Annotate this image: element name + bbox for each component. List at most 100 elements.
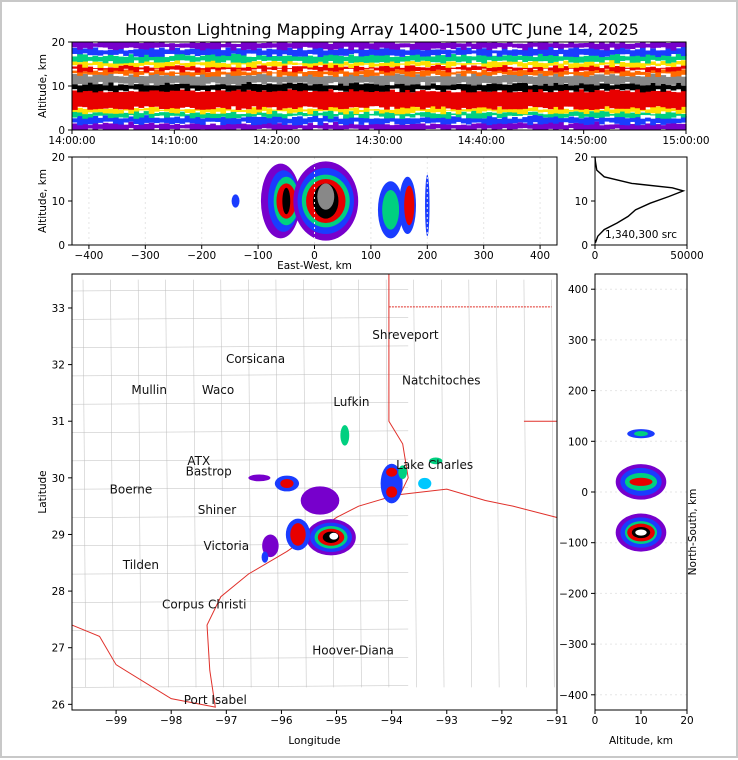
alt-time-cell: [164, 75, 170, 83]
alt-time-cell: [292, 113, 298, 116]
map-density-cell: [386, 486, 398, 498]
alt-time-cell: [220, 76, 227, 85]
alt-time-cell: [343, 42, 349, 47]
alt-time-cell: [133, 84, 140, 90]
alt-time-cell: [445, 115, 452, 125]
alt-time-cell: [399, 106, 406, 115]
alt-time-cell: [118, 48, 124, 54]
alt-time-cell: [563, 43, 569, 48]
alt-time-cell: [542, 92, 549, 109]
alt-time-cell: [476, 55, 482, 62]
alt-time-cell: [609, 69, 615, 74]
alt-time-cell: [619, 46, 626, 55]
ew-ytick-label: 0: [58, 240, 65, 252]
alt-time-cell: [440, 70, 447, 77]
alt-time-cell: [624, 76, 631, 82]
alt-time-cell: [317, 118, 324, 126]
alt-time-cell: [148, 106, 155, 114]
alt-time-cell: [169, 111, 175, 116]
alt-time-cell: [251, 61, 257, 68]
alt-time-cell: [271, 49, 278, 55]
alt-time-cell: [286, 75, 293, 83]
alt-time-cell: [537, 85, 544, 90]
alt-time-cell: [77, 110, 83, 117]
alt-time-cell: [261, 55, 268, 61]
alt-time-cell: [302, 125, 308, 130]
alt-time-cell: [245, 109, 252, 114]
alt-time-cell: [317, 68, 324, 77]
ns-xtick-label: 0: [592, 715, 599, 727]
alt-time-cell: [297, 124, 303, 129]
alt-time-cell: [368, 74, 375, 83]
alt-time-cell: [199, 106, 206, 115]
alt-time-cell: [471, 43, 477, 50]
alt-time-cell: [220, 63, 227, 68]
alt-time-cell: [593, 74, 600, 86]
county-line: [71, 685, 409, 688]
alt-time-cell: [394, 91, 401, 109]
alt-time-cell: [404, 113, 411, 117]
alt-time-cell: [650, 48, 656, 56]
alt-time-cell: [286, 60, 293, 65]
alt-time-cell: [599, 68, 605, 73]
alt-time-cell: [118, 91, 124, 110]
alt-time-cell: [184, 49, 191, 56]
alt-time-cell: [379, 91, 385, 108]
alt-time-cell: [343, 56, 349, 62]
alt-time-cell: [506, 84, 513, 93]
alt-time-cell: [384, 124, 390, 130]
alt-time-cell: [286, 43, 293, 48]
alt-time-cell: [281, 48, 288, 55]
alt-time-cell: [143, 54, 150, 62]
map-xlabel: Longitude: [288, 735, 340, 747]
alt-time-cell: [435, 106, 441, 113]
alt-time-cell: [558, 43, 564, 49]
alt-time-cell: [414, 54, 421, 62]
alt-time-cell: [425, 42, 431, 51]
hist-annotation: 1,340,300 src: [605, 229, 677, 241]
alt-time-cell: [297, 82, 303, 92]
alt-time-cell: [256, 107, 262, 113]
alt-time-cell: [373, 72, 380, 76]
alt-time-cell: [465, 67, 472, 71]
alt-time-cell: [501, 74, 508, 83]
alt-time-cell: [399, 49, 406, 57]
alt-time-cell: [593, 90, 600, 110]
alt-time-cell: [593, 43, 600, 50]
alt-time-cell: [645, 117, 651, 122]
alt-time-cell: [394, 69, 401, 74]
alt-time-cell: [583, 106, 590, 114]
alt-time-cell: [450, 61, 457, 67]
alt-time-cell: [409, 43, 416, 50]
alt-time-cell: [194, 122, 201, 130]
alt-time-cell: [297, 47, 303, 57]
alt-time-cell: [205, 108, 211, 113]
alt-time-cell: [634, 65, 641, 70]
ns-xtick-label: 20: [680, 715, 693, 727]
alt-time-cell: [353, 70, 360, 77]
alt-time-cell: [496, 107, 503, 114]
alt-time-cell: [501, 115, 508, 125]
alt-time-cell: [552, 81, 559, 91]
hist-ytick-label: 0: [581, 240, 588, 252]
alt-time-cell: [184, 109, 191, 113]
alt-time-cell: [522, 70, 528, 75]
alt-time-cell: [107, 117, 114, 122]
alt-time-cell: [604, 49, 610, 57]
alt-time-cell: [245, 81, 252, 90]
alt-time-cell: [399, 83, 406, 93]
alt-time-cell: [153, 124, 160, 129]
alt-time-cell: [210, 46, 216, 55]
alt-time-cell: [317, 83, 324, 92]
alt-time-cell: [506, 90, 513, 110]
alt-time-cell: [107, 49, 114, 55]
alt-time-cell: [348, 108, 355, 111]
alt-time-cell: [425, 67, 431, 71]
map-xtick-label: −91: [546, 715, 568, 727]
alt-time-cell: [297, 56, 303, 61]
alt-time-cell: [205, 117, 211, 122]
alt-time-cell: [491, 50, 498, 54]
alt-time-cell: [414, 112, 421, 116]
alt-time-cell: [573, 61, 580, 68]
alt-time-cell: [292, 75, 298, 83]
